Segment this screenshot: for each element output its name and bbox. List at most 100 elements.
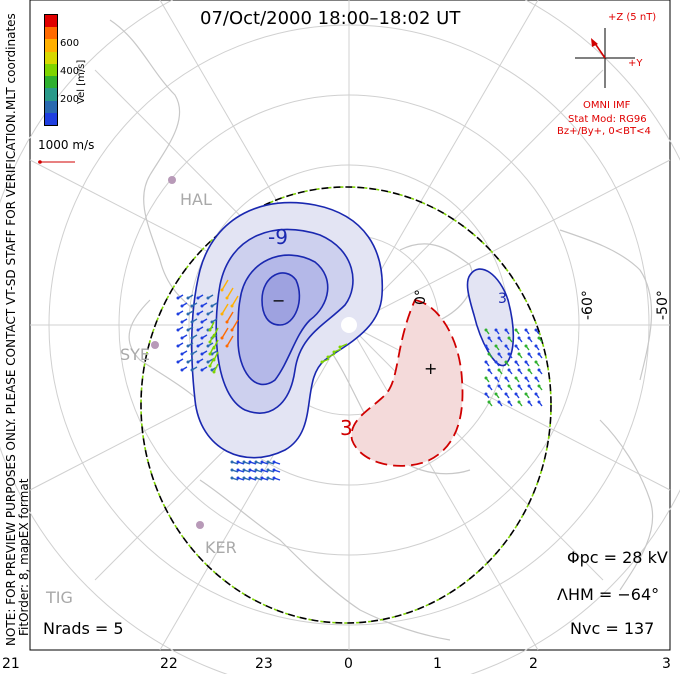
velocity-vector-origin: [320, 360, 324, 364]
velocity-vector-origin: [208, 328, 212, 332]
velocity-vector-origin: [507, 352, 511, 356]
velocity-vector-origin: [260, 468, 264, 472]
velocity-vector-origin: [266, 460, 270, 464]
velocity-vector-origin: [524, 344, 528, 348]
velocity-vector-origin: [484, 392, 488, 396]
velocity-vector-origin: [537, 400, 541, 404]
velocity-vector-origin: [514, 328, 518, 332]
colorbar-segment: [45, 100, 57, 113]
velocity-vector-origin: [210, 304, 214, 308]
velocity-vector-origin: [537, 336, 541, 340]
velocity-vector-origin: [196, 344, 200, 348]
velocity-vector-origin: [534, 328, 538, 332]
velocity-vector-origin: [514, 344, 518, 348]
velocity-vector-origin: [332, 350, 336, 354]
velocity-vector-origin: [220, 312, 224, 316]
velocity-vector-origin: [230, 460, 234, 464]
velocity-vector-origin: [236, 460, 240, 464]
velocity-vector-origin: [487, 368, 491, 372]
velocity-vector-origin: [507, 336, 511, 340]
velocity-vector-origin: [176, 296, 180, 300]
scale-vector-dot: [38, 160, 42, 164]
page-title: 07/Oct/2000 18:00–18:02 UT: [200, 8, 461, 29]
velocity-vector: [231, 319, 239, 331]
velocity-vector-origin: [524, 328, 528, 332]
velocity-vector-origin: [180, 336, 184, 340]
velocity-vector-origin: [527, 368, 531, 372]
velocity-vector-origin: [527, 384, 531, 388]
contour-label-neg: -9: [268, 225, 288, 249]
mlt-tick-22: 22: [160, 656, 178, 672]
velocity-colorbar: [44, 14, 58, 126]
velocity-vector-origin: [186, 344, 190, 348]
velocity-vector-origin: [210, 368, 214, 372]
velocity-vector-origin: [504, 328, 508, 332]
mlt-tick-3: 3: [662, 656, 671, 672]
velocity-vector-origin: [200, 320, 204, 324]
velocity-vector-origin: [517, 384, 521, 388]
imf-source: OMNI IMF: [583, 100, 631, 111]
negative-cell-right: [466, 268, 515, 367]
velocity-vector-origin: [494, 392, 498, 396]
colorbar-tick-200: 200: [60, 94, 80, 105]
velocity-vector-origin: [494, 328, 498, 332]
stat-n-vc: Nvc = 137: [570, 619, 655, 638]
velocity-vector-origin: [272, 460, 276, 464]
velocity-vector-origin: [225, 320, 229, 324]
velocity-vector-origin: [196, 296, 200, 300]
velocity-vector-origin: [534, 344, 538, 348]
velocity-vector-origin: [534, 360, 538, 364]
velocity-vector-origin: [230, 468, 234, 472]
velocity-vector-origin: [527, 336, 531, 340]
velocity-vector-origin: [524, 376, 528, 380]
velocity-vector-origin: [527, 400, 531, 404]
velocity-vector-origin: [537, 368, 541, 372]
colorbar-segment: [45, 27, 57, 40]
velocity-vector-origin: [236, 476, 240, 480]
colorbar-label: Vel [m/s]: [76, 59, 87, 104]
mlt-tick-0: 0: [344, 656, 353, 672]
velocity-vector-origin: [517, 336, 521, 340]
contour-label-right: 3: [498, 291, 507, 307]
velocity-vector-origin: [487, 352, 491, 356]
pole-marker: [341, 317, 357, 333]
station-markers: [151, 176, 204, 529]
velocity-vector-origin: [517, 352, 521, 356]
colorbar-segment: [45, 88, 57, 101]
fit-order: FitOrder: 8, mapEX format: [17, 478, 31, 636]
velocity-vector-origin: [212, 370, 216, 374]
velocity-vector-origin: [206, 296, 210, 300]
negative-cell-core: [261, 272, 301, 326]
velocity-vector-origin: [484, 328, 488, 332]
lon-label-0: 0°: [413, 289, 429, 305]
velocity-vector-origin: [230, 304, 234, 308]
velocity-vector-origin: [190, 336, 194, 340]
velocity-vector-origin: [206, 312, 210, 316]
velocity-vector-origin: [196, 328, 200, 332]
velocity-vector-origin: [242, 476, 246, 480]
station-sye: SYE: [120, 345, 151, 364]
velocity-vector-origin: [497, 400, 501, 404]
velocity-vector-origin: [180, 368, 184, 372]
station-tig: TIG: [46, 588, 73, 607]
velocity-vector-origin: [186, 360, 190, 364]
min-marker: −: [272, 291, 285, 310]
velocity-vector-origin: [260, 460, 264, 464]
velocity-vector: [226, 335, 234, 347]
velocity-vector-origin: [507, 384, 511, 388]
coords-label: MLT coordinates: [4, 13, 18, 110]
velocity-vector-origin: [206, 360, 210, 364]
velocity-vector-origin: [514, 392, 518, 396]
stat-phi-pc: Φpc = 28 kV: [567, 548, 668, 567]
velocity-vector-origin: [527, 352, 531, 356]
velocity-vector-origin: [210, 320, 214, 324]
velocity-vector-origin: [484, 376, 488, 380]
velocity-vector-origin: [497, 384, 501, 388]
velocity-vector-origin: [248, 476, 252, 480]
velocity-vector-origin: [176, 360, 180, 364]
velocity-vector-origin: [208, 340, 212, 344]
velocity-vector-origin: [338, 345, 342, 349]
velocity-vector: [221, 327, 229, 339]
contour-label-pos: 3: [340, 416, 353, 440]
